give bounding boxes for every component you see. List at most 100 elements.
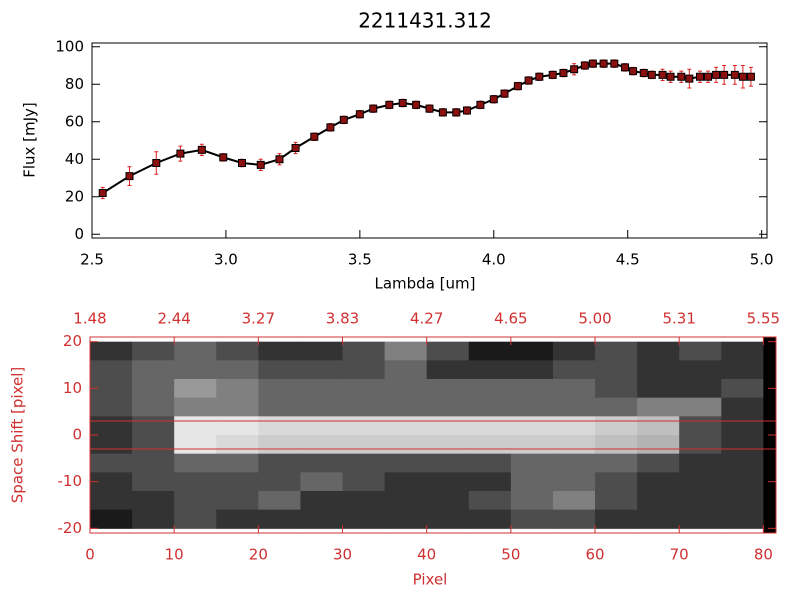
image-cell (468, 341, 512, 361)
image-cell (258, 379, 301, 399)
marker (559, 69, 568, 77)
image-cell (468, 397, 512, 417)
image-cell (132, 509, 175, 529)
image-cell (384, 416, 428, 436)
x-tick-label: 70 (670, 546, 689, 564)
marker (425, 104, 434, 113)
image-cell (90, 360, 133, 380)
marker (219, 153, 228, 162)
x-tick-label: 20 (249, 546, 268, 564)
image-cell (216, 472, 259, 492)
image-cell (679, 453, 722, 473)
marker (412, 100, 421, 109)
image-cell (258, 435, 301, 455)
image-cell (258, 509, 301, 529)
image-cell (90, 397, 133, 417)
image-cell (216, 491, 259, 511)
image-cell (174, 416, 217, 436)
image-cell (510, 472, 554, 492)
y-tick-label: 100 (55, 37, 84, 55)
image-cell (468, 379, 512, 399)
image-cell (258, 397, 301, 417)
image-cell (637, 360, 680, 380)
marker (513, 82, 522, 91)
image-cell (132, 397, 175, 417)
image-cell (426, 472, 470, 492)
marker (489, 95, 498, 104)
x-axis-label: Pixel (413, 571, 448, 589)
marker (677, 72, 686, 81)
marker (629, 67, 638, 76)
image-cell (90, 341, 133, 361)
image-cell (342, 491, 386, 511)
x-tick-label: 2.5 (80, 251, 104, 269)
image-cell (300, 341, 344, 361)
image-cell (679, 435, 722, 455)
image-cell (90, 435, 133, 455)
marker (238, 159, 246, 167)
image-cell (342, 416, 386, 436)
image-cell (595, 341, 638, 361)
image-cell (300, 416, 344, 436)
image-cell (552, 379, 596, 399)
image-cell (342, 472, 386, 492)
y-tick-label: 40 (65, 150, 84, 168)
image-cell (174, 491, 217, 511)
y-tick-label: -10 (58, 472, 83, 490)
image-cell (426, 416, 470, 436)
image-cell (90, 472, 133, 492)
image-cell (721, 472, 764, 492)
image-cell (637, 397, 680, 417)
marker (197, 145, 206, 154)
marker (738, 72, 747, 81)
x-tick-label: 5.0 (750, 251, 774, 269)
image-cell (216, 379, 259, 399)
image-cell (216, 453, 259, 473)
image-cell (216, 397, 259, 417)
image-cell (384, 435, 428, 455)
marker (548, 70, 557, 79)
image-cell (132, 435, 175, 455)
image-cell (426, 379, 470, 399)
image-cell (552, 397, 596, 417)
image-cell (552, 435, 596, 455)
x-tick-label: 60 (585, 546, 604, 564)
image-cell (679, 397, 722, 417)
marker (685, 74, 694, 83)
image-cell (552, 360, 596, 380)
marker (730, 70, 739, 79)
marker (463, 106, 471, 115)
marker (275, 155, 284, 164)
marker (310, 132, 319, 141)
image-cell (468, 435, 512, 455)
image-cell (510, 435, 554, 455)
y-tick-label: 0 (72, 426, 82, 444)
x2-tick-label: 5.55 (747, 310, 780, 328)
marker (639, 69, 648, 77)
image-cell (384, 379, 428, 399)
image-cell (637, 491, 680, 511)
y-axis-label: Flux [mJy] (21, 102, 39, 178)
image-cell (384, 472, 428, 492)
image-cell (721, 397, 764, 417)
image-cell (679, 360, 722, 380)
marker (524, 76, 533, 85)
x2-tick-label: 4.27 (410, 310, 443, 328)
image-cell (384, 509, 428, 529)
image-cell (426, 435, 470, 455)
image-cell (637, 341, 680, 361)
image-cell (552, 509, 596, 529)
image-cell (637, 379, 680, 399)
y-tick-label: 80 (65, 75, 84, 93)
x2-tick-label: 4.65 (494, 310, 527, 328)
image-cell (300, 360, 344, 380)
image-cell (426, 509, 470, 529)
image-cell (637, 453, 680, 473)
image-cell (258, 341, 301, 361)
marker (256, 160, 265, 169)
image-cell (510, 341, 554, 361)
image-cell (174, 453, 217, 473)
y-tick-label: 20 (65, 187, 84, 205)
image-cell (721, 453, 764, 473)
marker (696, 72, 705, 81)
